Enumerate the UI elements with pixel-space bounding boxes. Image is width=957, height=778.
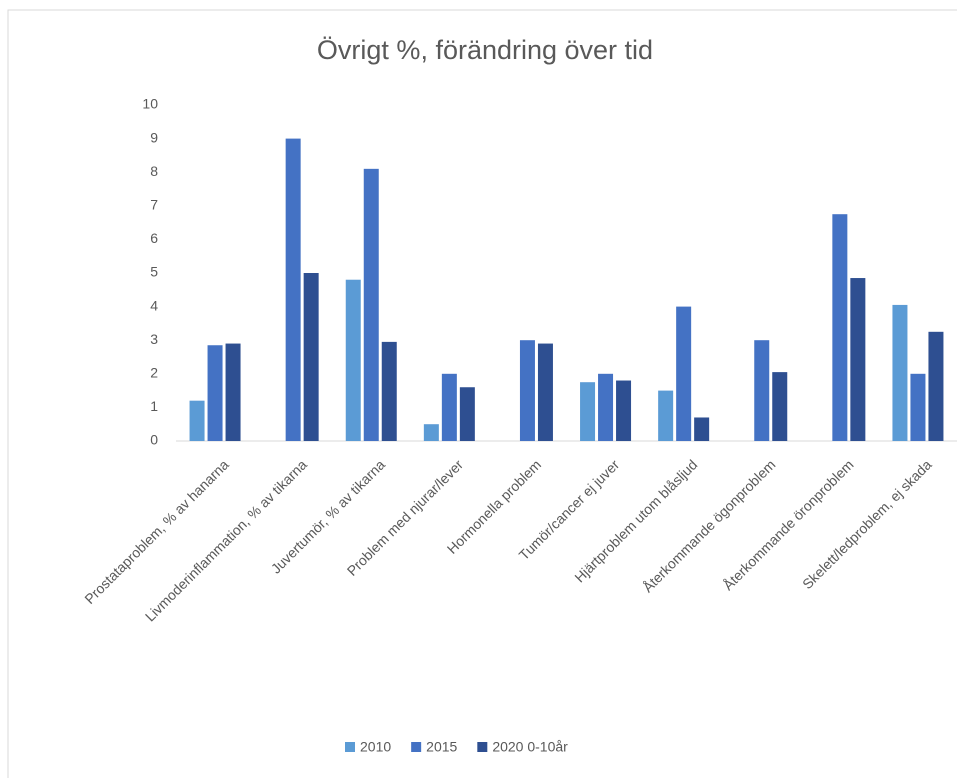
x-tick-label: Återkommande ögonproblem xyxy=(640,456,779,595)
y-tick-label: 9 xyxy=(150,129,158,145)
x-tick-label: Prostataproblem, % av hanarna xyxy=(81,456,232,607)
bar xyxy=(345,279,361,441)
chart-title: Övrigt %, förändring över tid xyxy=(317,35,653,65)
legend-label: 2015 xyxy=(426,739,457,755)
y-tick-label: 8 xyxy=(150,163,158,179)
y-tick-label: 0 xyxy=(150,432,158,448)
bar xyxy=(772,372,788,441)
bar xyxy=(580,382,596,441)
bar xyxy=(519,340,535,441)
bar xyxy=(363,168,379,441)
bar xyxy=(928,331,944,441)
legend-label: 2010 xyxy=(360,739,391,755)
bar xyxy=(616,380,632,441)
y-tick-label: 3 xyxy=(150,331,158,347)
y-tick-label: 2 xyxy=(150,365,158,381)
y-tick-label: 4 xyxy=(150,297,158,313)
x-tick-label: Skelett/ledproblem, ej skada xyxy=(799,456,935,592)
bar xyxy=(892,304,908,441)
bar xyxy=(459,387,475,441)
bar xyxy=(225,343,241,441)
y-tick-label: 6 xyxy=(150,230,158,246)
chart-frame xyxy=(7,9,957,778)
legend-swatch xyxy=(411,742,422,752)
y-tick-label: 10 xyxy=(142,96,158,112)
x-tick-label: Återkommande öronproblem xyxy=(720,456,857,593)
bar xyxy=(189,400,205,441)
bar xyxy=(598,373,614,441)
x-tick-label: Livmoderinflammation, % av tikarna xyxy=(142,456,310,624)
bar xyxy=(207,345,223,441)
bar xyxy=(381,341,397,441)
bar xyxy=(910,373,926,441)
y-tick-label: 5 xyxy=(150,264,158,280)
y-tick-label: 7 xyxy=(150,197,158,213)
bar xyxy=(832,214,848,441)
bar xyxy=(850,278,866,441)
bar xyxy=(537,343,553,441)
bar xyxy=(285,138,301,441)
bar xyxy=(303,273,319,441)
bar xyxy=(423,424,439,441)
legend-label: 2020 0-10år xyxy=(492,739,568,755)
y-tick-label: 1 xyxy=(150,398,158,414)
bar xyxy=(676,306,692,441)
bar xyxy=(754,340,770,441)
bar xyxy=(658,390,674,441)
bar xyxy=(694,417,710,441)
legend-swatch xyxy=(477,742,488,752)
legend-swatch xyxy=(345,742,355,752)
bar xyxy=(441,373,457,441)
